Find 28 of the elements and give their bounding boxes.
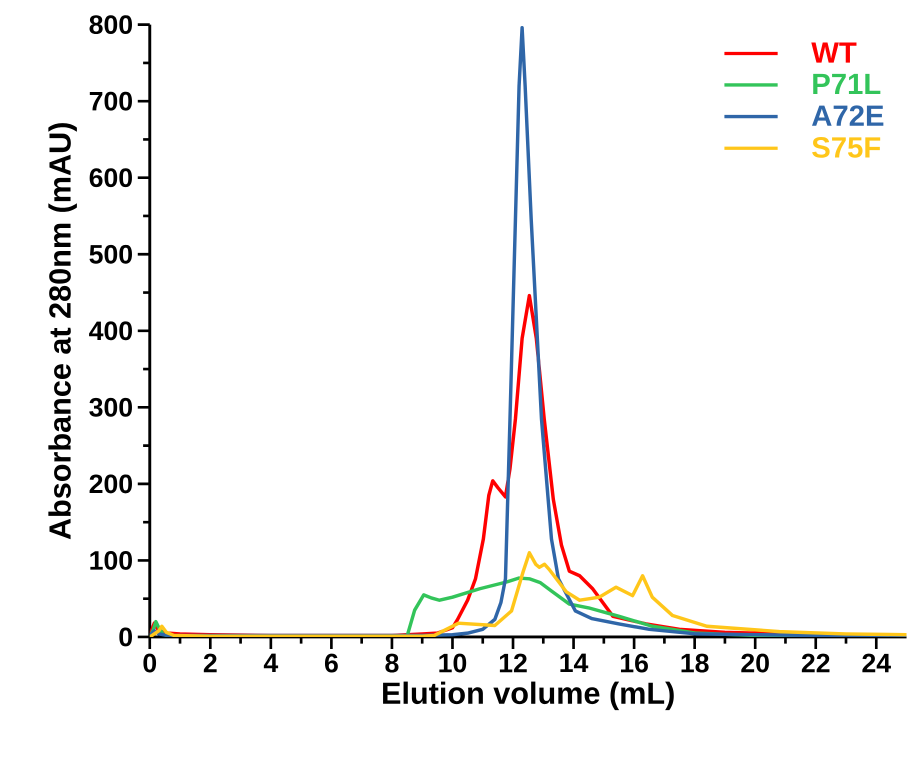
legend-label: WT	[811, 42, 856, 63]
legend-label: A72E	[812, 105, 884, 126]
x-tick-label: 10	[439, 654, 466, 673]
x-tick-label: 24	[862, 654, 891, 672]
y-tick-label: 200	[90, 474, 132, 494]
y-axis-title: Absorbance at 280nm (mAU)	[48, 123, 77, 540]
y-tick-label: 700	[90, 92, 132, 111]
x-tick-label: 8	[385, 654, 399, 673]
x-tick-label: 12	[500, 654, 527, 672]
x-tick-label: 16	[620, 654, 648, 673]
y-tick-label: 500	[89, 244, 132, 264]
x-tick-label: 0	[143, 654, 156, 673]
x-tick-label: 6	[324, 654, 338, 673]
legend-label: P71L	[813, 74, 880, 94]
x-tick-label: 22	[802, 654, 830, 672]
y-tick-label: 800	[90, 15, 132, 34]
y-tick-label: 0	[119, 628, 132, 647]
y-tick-label: 100	[90, 551, 132, 570]
x-tick-label: 2	[204, 654, 217, 672]
x-tick-label: 4	[264, 654, 278, 672]
legend-label: S75F	[812, 137, 880, 158]
y-tick-label: 400	[89, 321, 132, 340]
x-axis-title: Elution volume (mL)	[383, 682, 674, 710]
x-tick-label: 14	[560, 654, 588, 672]
x-tick-label: 20	[741, 654, 769, 673]
x-tick-label: 18	[682, 654, 709, 673]
y-tick-label: 600	[90, 168, 132, 188]
y-tick-label: 300	[89, 398, 132, 417]
